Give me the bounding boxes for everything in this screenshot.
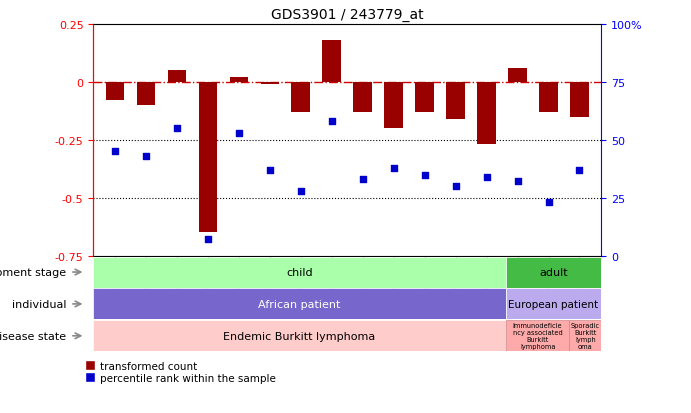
Text: child: child xyxy=(286,267,313,278)
Point xyxy=(326,119,337,125)
Legend: transformed count, percentile rank within the sample: transformed count, percentile rank withi… xyxy=(85,361,276,383)
Text: Sporadic
Burkitt
lymph
oma: Sporadic Burkitt lymph oma xyxy=(571,323,600,349)
Bar xyxy=(477,83,496,145)
Bar xyxy=(384,83,403,129)
Point xyxy=(171,126,182,132)
Point xyxy=(512,179,523,185)
Point xyxy=(543,199,554,206)
Bar xyxy=(446,83,465,120)
Bar xyxy=(292,83,310,113)
Text: individual: individual xyxy=(12,299,66,309)
Point xyxy=(419,172,430,178)
Bar xyxy=(539,83,558,113)
Bar xyxy=(506,289,601,320)
Point xyxy=(388,165,399,171)
Point xyxy=(264,167,275,174)
Bar xyxy=(106,83,124,101)
Bar xyxy=(506,320,569,351)
Bar xyxy=(509,69,527,83)
Text: development stage: development stage xyxy=(0,267,66,278)
Text: African patient: African patient xyxy=(258,299,341,309)
Bar xyxy=(93,257,506,288)
Bar xyxy=(229,78,248,83)
Text: Immunodeficie
ncy associated
Burkitt
lymphoma: Immunodeficie ncy associated Burkitt lym… xyxy=(513,323,562,349)
Bar xyxy=(415,83,434,113)
Bar xyxy=(93,320,506,351)
Text: European patient: European patient xyxy=(509,299,598,309)
Bar xyxy=(198,83,217,233)
Point xyxy=(450,183,461,190)
Bar xyxy=(137,83,155,106)
Bar xyxy=(570,83,589,117)
Point xyxy=(202,237,214,243)
Point xyxy=(481,174,492,181)
Bar xyxy=(168,71,186,83)
Point xyxy=(109,149,120,155)
Bar xyxy=(261,83,279,85)
Bar xyxy=(93,289,506,320)
Bar xyxy=(353,83,372,113)
Point xyxy=(357,176,368,183)
Text: adult: adult xyxy=(539,267,568,278)
Point xyxy=(295,188,306,195)
Point xyxy=(574,167,585,174)
Bar xyxy=(323,41,341,83)
Point xyxy=(234,130,245,137)
Title: GDS3901 / 243779_at: GDS3901 / 243779_at xyxy=(271,8,424,22)
Text: disease state: disease state xyxy=(0,331,66,341)
Point xyxy=(140,153,151,160)
Bar xyxy=(569,320,601,351)
Bar xyxy=(506,257,601,288)
Text: Endemic Burkitt lymphoma: Endemic Burkitt lymphoma xyxy=(223,331,376,341)
